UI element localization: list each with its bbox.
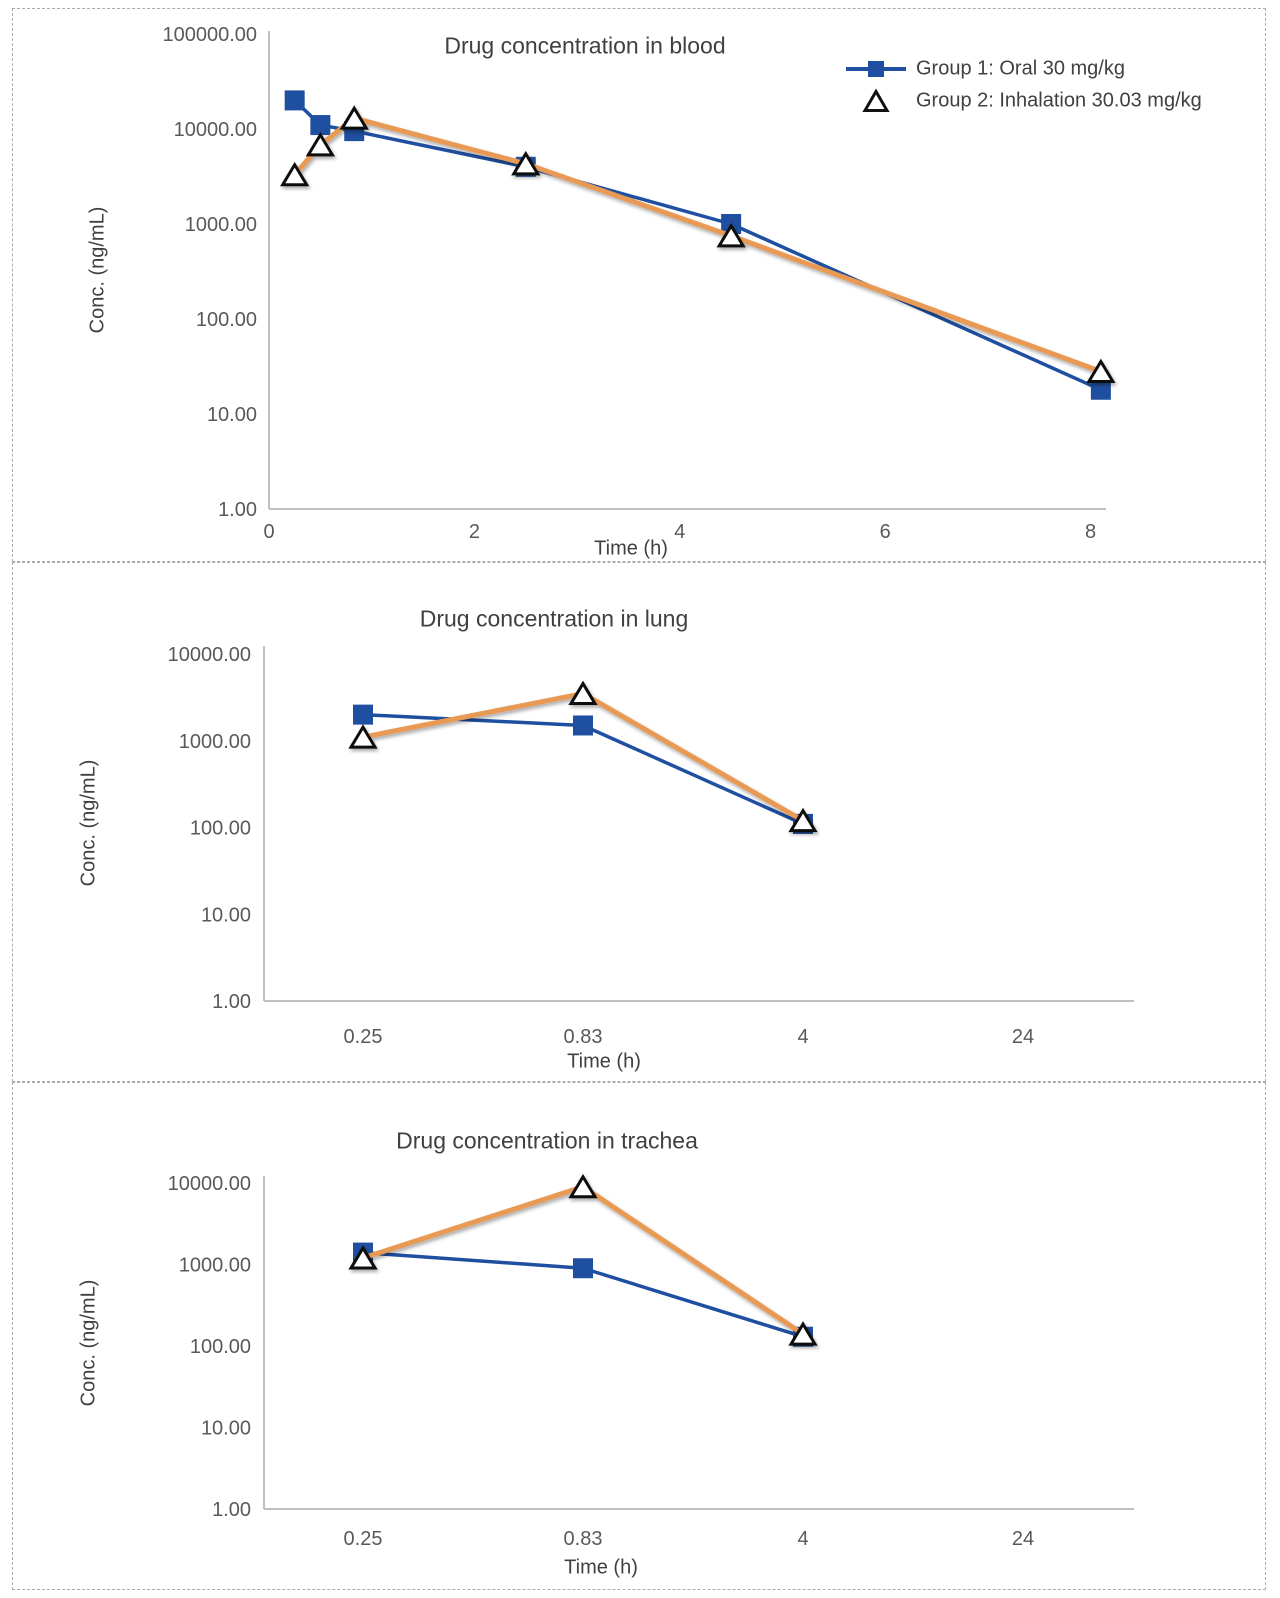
square-marker (310, 115, 331, 136)
triangle-marker (348, 1245, 378, 1270)
x-tick-label: 8 (1085, 521, 1096, 543)
x-tick-label: 24 (1012, 1026, 1034, 1048)
x-tick-label: 0 (263, 521, 274, 543)
triangle-marker (568, 680, 598, 706)
square-marker (1090, 379, 1111, 400)
triangle-marker (348, 724, 378, 749)
series-group2 (348, 1173, 818, 1346)
x-tick-label: 2 (469, 521, 480, 543)
y-tick-label: 10.00 (201, 1418, 251, 1440)
x-tick-label: 6 (880, 521, 891, 543)
blood-plot-area: 100000.00 10000.00 1000.00 100.00 10.00 1.00 0… (162, 24, 1116, 543)
triangle-marker (280, 161, 310, 187)
square-marker (573, 1258, 593, 1279)
legend (844, 61, 908, 112)
y-tick-label: 1.00 (212, 1499, 251, 1521)
triangle-marker (788, 807, 818, 833)
series-group2-line (362, 691, 805, 823)
x-tick-label: 4 (674, 521, 685, 543)
x-tick-label: 0.25 (344, 1528, 383, 1550)
y-tick-label: 10.00 (201, 904, 251, 926)
chart-panel-trachea: 10000.00 1000.00 100.00 10.00 1.00 0.25 0.83 4 2… (12, 1082, 1266, 1590)
triangle-marker (339, 105, 369, 130)
series-group2-line (292, 115, 1102, 374)
y-tick-label: 10000.00 (168, 644, 251, 666)
y-tick-label: 1000.00 (179, 731, 251, 753)
x-tick-label: 0.83 (564, 1528, 603, 1550)
y-tick-label: 100000.00 (162, 24, 257, 46)
chart-panel-lung: 10000.00 1000.00 100.00 10.00 1.00 0.25 0.83 4 2… (12, 562, 1266, 1082)
x-tick-label: 0.83 (564, 1026, 603, 1048)
y-tick-label: 100.00 (190, 1336, 251, 1358)
y-tick-label: 100.00 (196, 309, 257, 331)
y-tick-label: 10000.00 (174, 119, 257, 141)
series-group2 (348, 680, 818, 833)
lung-plot-area: 10000.00 1000.00 100.00 10.00 1.00 0.25 0.83 4 2… (168, 644, 1134, 1048)
triangle-marker (305, 131, 335, 157)
triangle-marker (862, 88, 890, 112)
square-marker (353, 704, 373, 725)
square-marker (284, 90, 305, 111)
series-group2 (280, 105, 1116, 384)
triangle-marker (788, 1321, 818, 1346)
y-tick-label: 1.00 (212, 991, 251, 1013)
triangle-marker (1086, 358, 1116, 384)
triangle-marker (511, 150, 541, 176)
series-group1 (284, 90, 1111, 400)
x-tick-label: 4 (797, 1026, 808, 1048)
y-tick-label: 10.00 (207, 404, 257, 426)
chart-panel-blood: 100000.00 10000.00 1000.00 100.00 10.00 1.00 0… (12, 8, 1266, 562)
x-tick-label: 0.25 (344, 1026, 383, 1048)
series-group1 (353, 704, 813, 834)
y-tick-label: 1000.00 (185, 214, 257, 236)
square-marker (573, 715, 593, 736)
x-tick-label: 24 (1012, 1528, 1034, 1550)
y-tick-label: 1000.00 (179, 1255, 251, 1277)
square-marker (868, 61, 884, 77)
y-tick-label: 100.00 (190, 818, 251, 840)
y-tick-label: 1.00 (218, 499, 257, 521)
triangle-marker (568, 1173, 598, 1199)
trachea-plot-area: 10000.00 1000.00 100.00 10.00 1.00 0.25 0.83 4 2… (168, 1173, 1134, 1550)
series-group1-line (293, 99, 1102, 392)
y-tick-label: 10000.00 (168, 1173, 251, 1195)
triangle-marker (716, 222, 746, 248)
x-tick-label: 4 (797, 1528, 808, 1550)
